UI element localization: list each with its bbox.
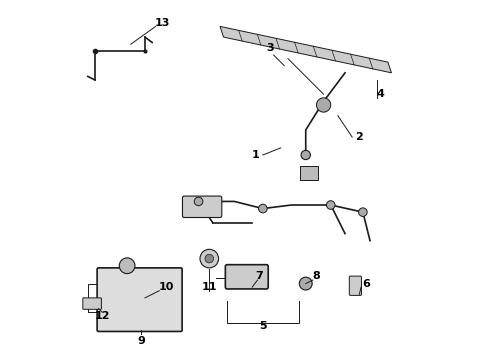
Text: 12: 12 <box>95 311 110 321</box>
Circle shape <box>326 201 335 209</box>
Text: 13: 13 <box>155 18 171 28</box>
Text: 11: 11 <box>201 282 217 292</box>
Text: 3: 3 <box>266 43 274 53</box>
FancyBboxPatch shape <box>97 268 182 332</box>
Bar <box>300 166 318 180</box>
Circle shape <box>119 258 135 274</box>
Text: 10: 10 <box>159 282 174 292</box>
Text: 5: 5 <box>259 321 267 332</box>
Circle shape <box>301 150 310 159</box>
Circle shape <box>200 249 219 268</box>
Text: 7: 7 <box>255 271 263 282</box>
Text: 1: 1 <box>252 150 260 160</box>
FancyBboxPatch shape <box>225 265 268 289</box>
Circle shape <box>259 204 267 213</box>
Text: 8: 8 <box>313 271 320 282</box>
FancyBboxPatch shape <box>83 298 101 309</box>
Text: 9: 9 <box>138 336 146 346</box>
Circle shape <box>299 277 312 290</box>
Circle shape <box>359 208 367 216</box>
Circle shape <box>194 197 203 206</box>
Text: 6: 6 <box>363 279 370 289</box>
Text: 2: 2 <box>355 132 363 142</box>
Polygon shape <box>220 26 392 73</box>
FancyBboxPatch shape <box>349 276 362 296</box>
Circle shape <box>205 254 214 263</box>
FancyBboxPatch shape <box>182 196 222 217</box>
Circle shape <box>317 98 331 112</box>
Text: 4: 4 <box>377 89 385 99</box>
